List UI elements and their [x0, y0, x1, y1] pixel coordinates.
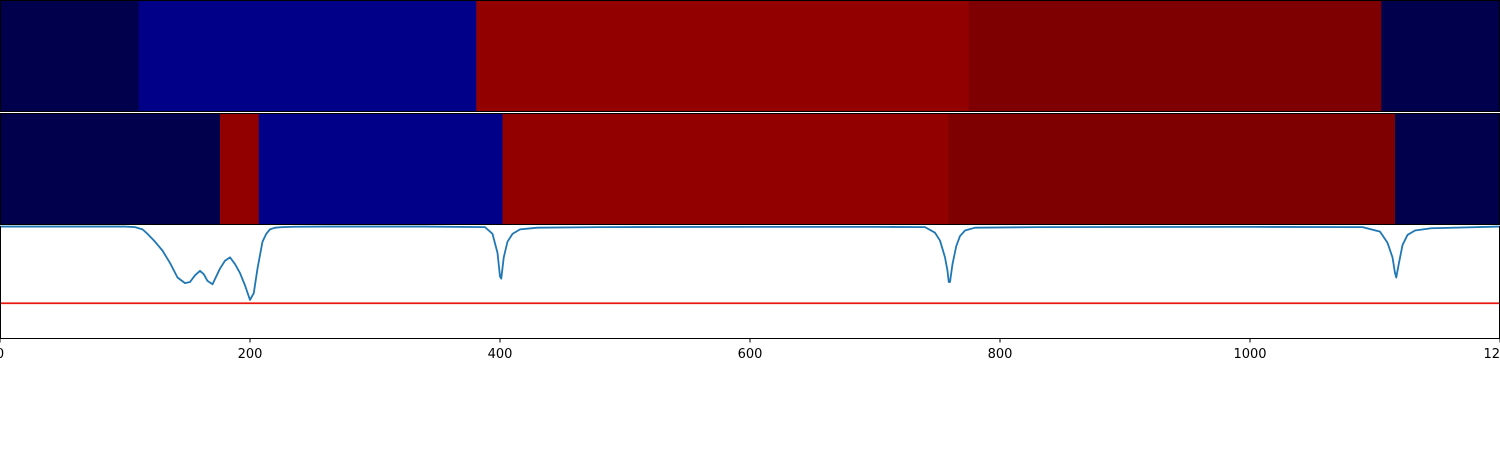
heatmap-strip-middle — [0, 114, 1500, 224]
heatmap1-segment-3 — [968, 1, 1382, 111]
heatmap1-segment-4 — [1381, 1, 1500, 111]
line-plot-area — [0, 225, 1500, 305]
series-line-0 — [0, 225, 1500, 301]
heatmap1-segment-0 — [0, 1, 140, 111]
heatmap2-segment-3 — [502, 114, 950, 224]
heatmap1-segment-1 — [138, 1, 477, 111]
heatmap2-segment-0 — [0, 114, 221, 224]
heatmap2-segment-2 — [258, 114, 503, 224]
x-tick-label-600: 600 — [738, 347, 763, 362]
heatmap1-segment-2 — [476, 1, 970, 111]
x-tick-label-400: 400 — [488, 347, 513, 362]
x-tick-label-800: 800 — [988, 347, 1013, 362]
heatmap-strip-top — [0, 1, 1500, 111]
x-tick-label-200: 200 — [238, 347, 263, 362]
heatmap2-segment-5 — [1395, 114, 1500, 224]
heatmap2-segment-1 — [220, 114, 260, 224]
heatmap2-segment-4 — [948, 114, 1396, 224]
x-tick-label-1200: 1200 — [1483, 347, 1500, 362]
x-tick-label-1000: 1000 — [1233, 347, 1266, 362]
x-tick-label-0: 0 — [0, 347, 4, 362]
x-axis-ticks: 0 200 400 600 800 1000 1200 — [0, 338, 1500, 362]
